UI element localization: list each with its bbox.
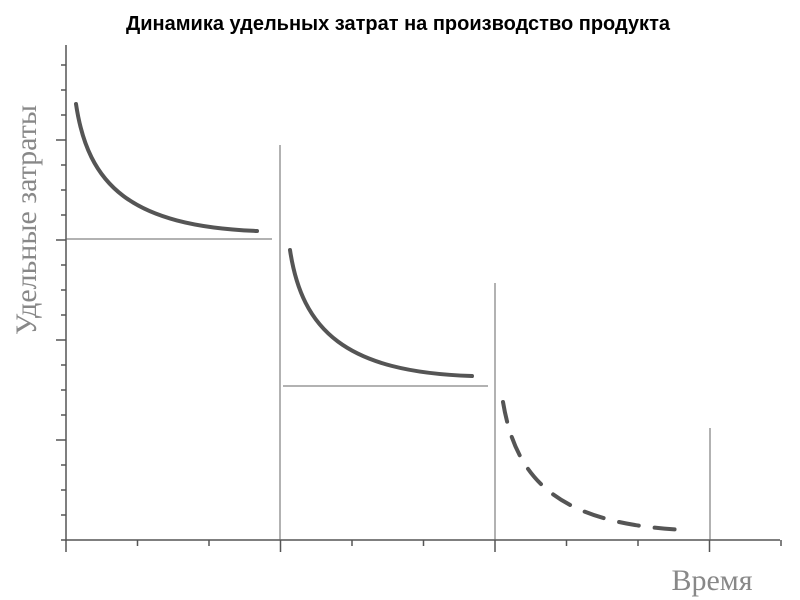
cost-curve-3 [501, 400, 687, 532]
y-axis-label: Удельные затраты [10, 105, 43, 335]
axes [56, 45, 782, 552]
cost-curve-1 [74, 102, 259, 233]
title: Динамика удельных затрат на производство… [126, 13, 671, 35]
stage-dividers [66, 145, 711, 540]
cost-curve-2 [288, 248, 474, 378]
x-axis-label: Время [671, 564, 752, 597]
